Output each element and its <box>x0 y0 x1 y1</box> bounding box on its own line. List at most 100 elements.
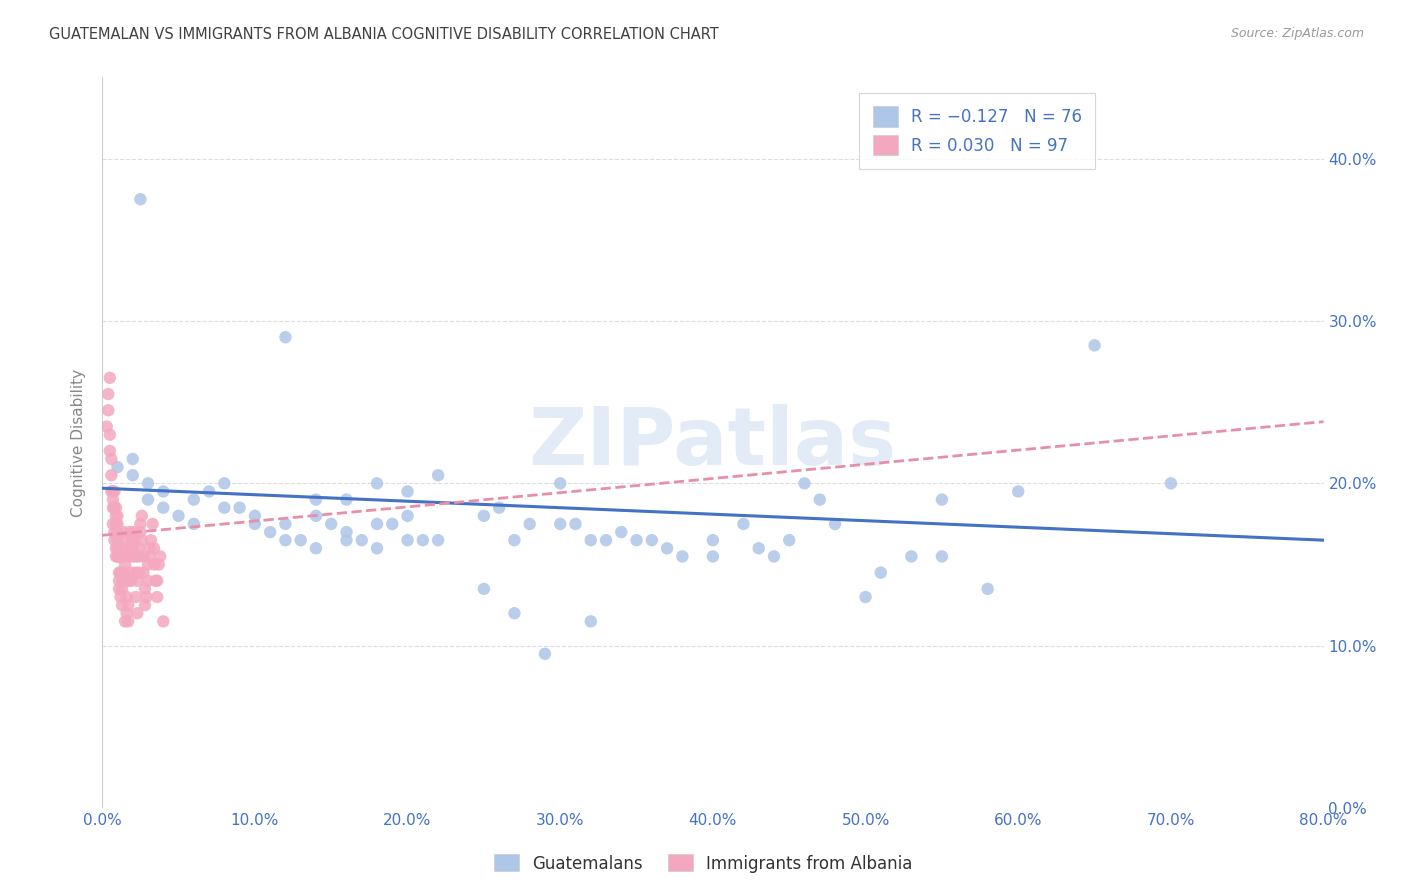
Point <box>110 566 132 580</box>
Point <box>671 549 693 564</box>
Point <box>103 484 125 499</box>
Point <box>243 516 266 531</box>
Point <box>101 492 124 507</box>
Point <box>290 533 312 548</box>
Point <box>111 598 134 612</box>
Point <box>100 452 122 467</box>
Point <box>274 516 297 531</box>
Point <box>125 590 148 604</box>
Point <box>259 524 281 539</box>
Point <box>101 516 124 531</box>
Text: GUATEMALAN VS IMMIGRANTS FROM ALBANIA COGNITIVE DISABILITY CORRELATION CHART: GUATEMALAN VS IMMIGRANTS FROM ALBANIA CO… <box>49 27 718 42</box>
Point <box>97 403 120 417</box>
Point <box>519 516 541 531</box>
Point <box>117 615 139 629</box>
Point <box>98 427 121 442</box>
Point <box>108 549 131 564</box>
Point <box>366 541 388 556</box>
Point <box>124 533 146 548</box>
Point <box>107 516 129 531</box>
Point <box>503 533 526 548</box>
Point <box>127 574 149 588</box>
Point <box>112 566 135 580</box>
Point <box>548 476 571 491</box>
Point <box>115 606 138 620</box>
Point <box>762 549 785 564</box>
Point <box>132 566 155 580</box>
Point <box>134 582 156 596</box>
Point <box>138 549 160 564</box>
Point <box>121 549 143 564</box>
Point <box>274 330 297 344</box>
Text: Source: ZipAtlas.com: Source: ZipAtlas.com <box>1230 27 1364 40</box>
Point <box>243 508 266 523</box>
Point <box>118 524 141 539</box>
Point <box>136 492 159 507</box>
Point <box>121 541 143 556</box>
Point <box>103 524 125 539</box>
Point <box>146 590 169 604</box>
Point <box>120 533 142 548</box>
Point <box>107 549 129 564</box>
Point <box>214 500 236 515</box>
Point <box>335 524 357 539</box>
Point <box>976 582 998 596</box>
Point <box>100 468 122 483</box>
Point <box>112 574 135 588</box>
Point <box>96 419 118 434</box>
Point <box>305 541 328 556</box>
Point <box>114 615 136 629</box>
Point <box>111 582 134 596</box>
Point <box>305 508 328 523</box>
Point <box>152 500 174 515</box>
Point <box>135 590 157 604</box>
Point <box>104 549 127 564</box>
Point <box>412 533 434 548</box>
Point <box>129 524 152 539</box>
Point <box>152 615 174 629</box>
Point <box>145 574 167 588</box>
Point <box>103 500 125 515</box>
Point <box>366 516 388 531</box>
Point <box>128 549 150 564</box>
Point <box>641 533 664 548</box>
Point <box>472 508 495 523</box>
Point <box>748 541 770 556</box>
Point <box>579 615 602 629</box>
Point <box>183 516 205 531</box>
Point <box>107 533 129 548</box>
Point <box>125 566 148 580</box>
Point <box>107 508 129 523</box>
Point <box>139 533 162 548</box>
Point <box>100 484 122 499</box>
Point <box>138 541 160 556</box>
Point <box>104 516 127 531</box>
Point <box>112 524 135 539</box>
Point <box>198 484 221 499</box>
Point <box>396 508 419 523</box>
Point <box>104 541 127 556</box>
Point <box>117 574 139 588</box>
Point <box>104 500 127 515</box>
Point <box>335 492 357 507</box>
Point <box>108 574 131 588</box>
Point <box>136 476 159 491</box>
Point <box>98 443 121 458</box>
Point <box>548 516 571 531</box>
Point <box>855 590 877 604</box>
Point <box>107 541 129 556</box>
Legend: R = −0.127   N = 76, R = 0.030   N = 97: R = −0.127 N = 76, R = 0.030 N = 97 <box>859 93 1095 169</box>
Point <box>595 533 617 548</box>
Point <box>111 574 134 588</box>
Point <box>534 647 557 661</box>
Point <box>152 484 174 499</box>
Point <box>869 566 891 580</box>
Point <box>702 549 724 564</box>
Point <box>117 598 139 612</box>
Point <box>214 476 236 491</box>
Point <box>778 533 800 548</box>
Point <box>107 524 129 539</box>
Point <box>131 508 153 523</box>
Point <box>564 516 586 531</box>
Point <box>321 516 343 531</box>
